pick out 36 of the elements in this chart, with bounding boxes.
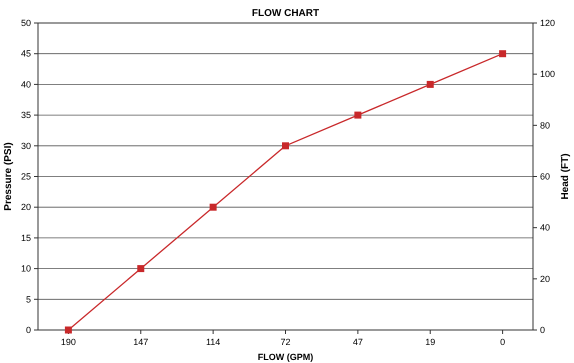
x-tick-label: 72 [280,337,291,347]
x-tick-label: 19 [425,337,436,347]
x-axis-title: FLOW (GPM) [258,352,314,362]
y-tick-label: 45 [20,48,31,59]
y-tick-label: 50 [20,18,31,28]
y-tick-label: 0 [26,325,31,335]
y-tick-label: 10 [20,264,31,274]
chart-title: FLOW CHART [252,8,320,19]
y-tick-label: 20 [20,202,31,212]
x-tick-label: 47 [352,337,363,347]
y2-tick-label: 80 [540,120,550,130]
y-tick-label: 40 [20,79,31,90]
point [426,80,434,88]
y2-tick-label: 100 [540,69,556,80]
point [499,50,506,58]
x-tick-label: 0 [500,337,506,347]
x-tick-label: 190 [60,337,76,347]
point [282,142,289,150]
y-axis-title: Pressure (PSI) [3,142,14,211]
y-tick-label: 15 [20,232,31,243]
x-tick-label: 147 [133,337,148,347]
y2-tick-label: 0 [540,325,546,335]
point [354,112,362,119]
y-tick-label: 5 [26,294,31,304]
y2-tick-label: 40 [540,222,550,233]
y2-tick-label: 20 [540,274,550,284]
point [64,326,72,334]
y2-tick-label: 120 [540,18,556,28]
y-tick-label: 25 [20,172,31,182]
x-tick-label: 114 [206,337,220,347]
y2-axis-title: Head (FT) [560,153,571,200]
y-tick-label: 35 [20,110,31,120]
y2-tick-label: 60 [540,172,550,182]
y-tick-label: 30 [20,140,31,151]
point [210,204,217,211]
point [137,265,144,272]
